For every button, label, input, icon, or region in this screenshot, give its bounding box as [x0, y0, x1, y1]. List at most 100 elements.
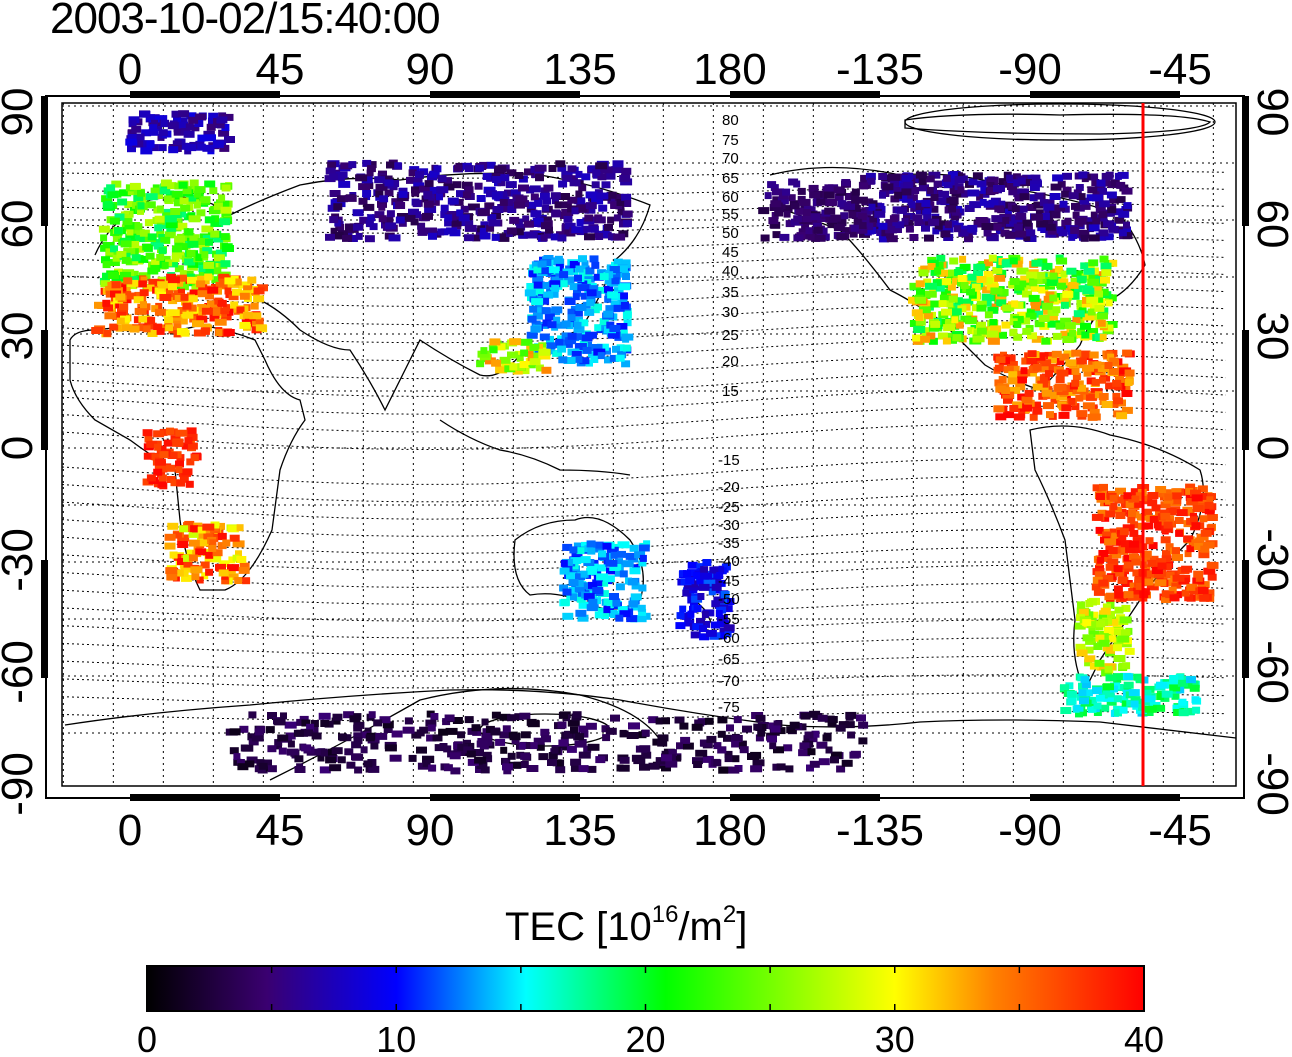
tec-cell: [724, 750, 733, 758]
tec-cell: [183, 560, 193, 568]
tec-cell: [1056, 393, 1068, 401]
tec-cell: [526, 186, 535, 194]
tec-cell: [364, 727, 372, 735]
tec-cell: [244, 760, 255, 768]
tec-cell: [679, 722, 689, 730]
tec-cell: [100, 280, 111, 288]
tec-cell: [1141, 554, 1151, 562]
tec-cell: [429, 186, 438, 194]
contour-label: -60: [718, 630, 740, 647]
tec-cell: [841, 179, 851, 186]
tec-cell: [742, 725, 752, 733]
tec-cell: [121, 324, 134, 332]
tec-cell: [805, 227, 813, 235]
tec-cell: [783, 210, 791, 218]
tec-cell: [635, 615, 647, 623]
tec-cell: [140, 147, 153, 155]
tec-cell: [1128, 689, 1140, 697]
tec-cell: [491, 711, 501, 719]
tec-cell: [1075, 710, 1083, 718]
tec-cell: [585, 722, 597, 730]
tec-cell: [362, 159, 372, 167]
tec-cell: [989, 319, 998, 326]
tec-cell: [935, 284, 945, 292]
lon-label: 180: [693, 45, 766, 94]
tec-cell: [101, 256, 110, 264]
tec-cell: [599, 579, 609, 587]
tec-cell: [507, 351, 518, 359]
tec-cell: [151, 119, 158, 127]
tec-cell: [503, 199, 514, 206]
tec-cell: [648, 716, 659, 724]
tec-cell: [548, 165, 557, 172]
tec-cell: [1036, 220, 1049, 228]
timestamp-title: 2003-10-02/15:40:00: [50, 0, 441, 43]
tec-cell: [540, 728, 550, 736]
tec-cell: [215, 249, 227, 257]
tec-cell: [370, 742, 379, 750]
tec-cell: [589, 255, 599, 263]
tec-cell: [717, 579, 726, 587]
tec-cell: [585, 191, 598, 199]
tec-cell: [1009, 278, 1020, 285]
tec-cell: [499, 731, 511, 739]
tec-cell: [713, 596, 725, 604]
tec-cell: [464, 165, 474, 173]
tec-cell: [226, 308, 234, 316]
tec-cell: [167, 452, 178, 459]
tec-cell: [1062, 290, 1074, 298]
tec-cell: [1095, 634, 1105, 642]
tec-cell: [205, 238, 213, 246]
tec-cell: [1130, 488, 1142, 496]
tec-cell: [472, 749, 484, 756]
tec-cell: [1105, 233, 1114, 241]
tec-cell: [1032, 364, 1042, 371]
tec-cell: [1072, 291, 1080, 299]
tec-cell: [186, 458, 195, 466]
tec-cell: [622, 344, 631, 352]
tec-cell: [242, 744, 254, 752]
tec-cell: [550, 192, 561, 200]
tec-cell: [419, 185, 430, 193]
tec-cell: [1056, 282, 1066, 290]
tec-cell: [515, 350, 523, 358]
tec-cell: [830, 751, 842, 759]
tec-cell: [227, 525, 239, 533]
tec-cell: [949, 178, 959, 186]
tec-cell: [1096, 663, 1105, 671]
tec-cell: [772, 188, 784, 196]
tec-cell: [1043, 295, 1054, 303]
tec-cell: [1092, 576, 1103, 584]
tec-cell: [103, 304, 114, 312]
tec-cell: [422, 756, 435, 763]
tec-cell: [1022, 327, 1032, 335]
tec-cell: [534, 301, 543, 309]
tec-cell: [578, 765, 589, 773]
tec-cell: [1051, 350, 1062, 358]
tec-cell: [967, 327, 975, 335]
tec-cell: [919, 184, 929, 192]
tec-cell: [587, 563, 599, 571]
tec-cell: [190, 525, 199, 533]
tec-cell: [776, 763, 786, 771]
tec-cell: [1165, 543, 1174, 551]
tec-cell: [1041, 273, 1051, 281]
tec-cell: [1089, 413, 1101, 421]
tec-cell: [934, 222, 943, 230]
tec-cell: [704, 717, 714, 725]
tec-cell: [1082, 313, 1095, 321]
tec-cell: [212, 555, 222, 563]
lat-label: -30: [0, 528, 42, 592]
tec-cell: [143, 284, 155, 292]
tec-cell: [939, 294, 951, 302]
tec-cell: [822, 734, 832, 742]
tec-cell: [251, 734, 264, 742]
tec-cell: [575, 733, 585, 741]
tec-cell: [1054, 204, 1065, 212]
tec-cell: [364, 235, 375, 243]
tec-cell: [1134, 579, 1147, 587]
tec-cell: [1100, 607, 1111, 615]
tec-cell: [480, 347, 488, 355]
tec-cell: [108, 259, 120, 266]
tec-cell: [628, 600, 639, 608]
